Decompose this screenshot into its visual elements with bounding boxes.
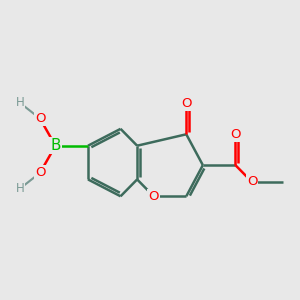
Text: O: O	[230, 128, 241, 141]
Text: O: O	[35, 167, 45, 179]
Text: O: O	[35, 112, 45, 125]
Text: O: O	[181, 97, 191, 110]
Text: H: H	[16, 182, 24, 195]
Text: O: O	[247, 176, 257, 188]
Text: H: H	[16, 96, 24, 110]
Text: B: B	[50, 138, 61, 153]
Text: O: O	[148, 190, 159, 203]
